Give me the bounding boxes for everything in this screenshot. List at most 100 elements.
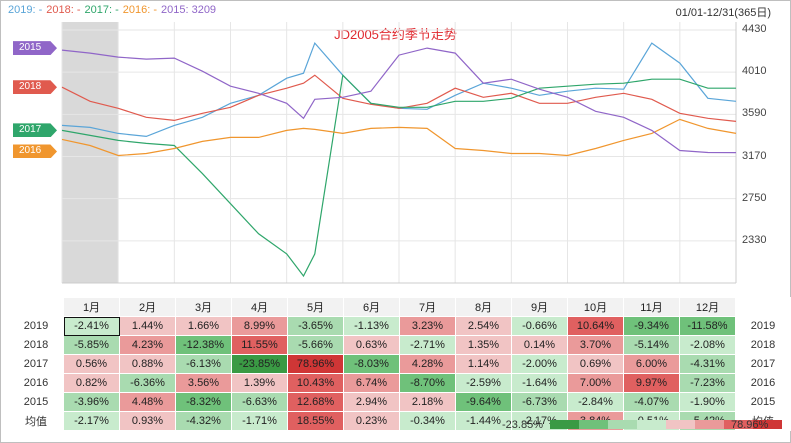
table-cell[interactable]: -6.13% [175, 354, 232, 374]
table-cell[interactable]: 2.94% [343, 392, 400, 412]
legend-item[interactable]: 2019: - [8, 4, 43, 16]
table-cell[interactable]: 10.43% [287, 373, 344, 393]
table-cell[interactable]: -2.59% [455, 373, 512, 393]
table-cell[interactable]: 8.99% [231, 316, 288, 336]
table-cell[interactable]: 6.00% [623, 354, 680, 374]
table-cell[interactable]: -6.73% [511, 392, 568, 412]
year-tag-2018: 2018 [13, 80, 57, 95]
color-scale-swatch [724, 420, 753, 429]
table-cell[interactable]: -1.13% [343, 316, 400, 336]
table-cell[interactable]: -2.17% [63, 411, 120, 431]
table-cell[interactable]: 2.54% [455, 316, 512, 336]
table-cell[interactable]: -0.34% [399, 411, 456, 431]
table-cell[interactable]: -0.66% [511, 316, 568, 336]
date-range-label: 01/01-12/31(365日) [675, 7, 771, 19]
table-cell[interactable]: -2.00% [511, 354, 568, 374]
year-tag-2017: 2017 [13, 123, 57, 138]
table-cell[interactable]: 0.56% [63, 354, 120, 374]
table-cell[interactable]: -4.07% [623, 392, 680, 412]
month-header: 6月 [343, 297, 400, 317]
row-label: 2019 [8, 316, 64, 336]
table-cell[interactable]: 1.39% [231, 373, 288, 393]
table-cell[interactable]: 12.68% [287, 392, 344, 412]
table-cell[interactable]: -6.63% [231, 392, 288, 412]
color-scale-swatch [550, 420, 579, 429]
table-cell[interactable]: -2.84% [567, 392, 624, 412]
table-cell[interactable]: -1.71% [231, 411, 288, 431]
row-label: 2018 [8, 335, 64, 355]
month-header: 1月 [63, 297, 120, 317]
table-cell[interactable]: 4.28% [399, 354, 456, 374]
series-line-2017 [61, 73, 736, 278]
table-cell[interactable]: -7.23% [679, 373, 736, 393]
table-cell[interactable]: -1.64% [511, 373, 568, 393]
table-cell[interactable]: -4.32% [175, 411, 232, 431]
table-cell[interactable]: -23.85% [231, 354, 288, 374]
table-cell[interactable]: -1.90% [679, 392, 736, 412]
y-tick-label: 3170 [742, 149, 767, 162]
table-cell[interactable]: 11.55% [231, 335, 288, 355]
table-cell[interactable]: 1.35% [455, 335, 512, 355]
table-cell[interactable]: 18.55% [287, 411, 344, 431]
table-cell[interactable]: -2.71% [399, 335, 456, 355]
table-cell[interactable]: -3.96% [63, 392, 120, 412]
table-cell[interactable]: -4.31% [679, 354, 736, 374]
table-cell[interactable]: 4.23% [119, 335, 176, 355]
table-cell[interactable]: 0.93% [119, 411, 176, 431]
table-cell[interactable]: 0.88% [119, 354, 176, 374]
table-cell[interactable]: 7.00% [567, 373, 624, 393]
row-label: 均值 [8, 411, 64, 431]
row-label-right: 2018 [735, 335, 791, 355]
table-cell[interactable]: -8.32% [175, 392, 232, 412]
month-header: 2月 [119, 297, 176, 317]
table-cell[interactable]: 10.64% [567, 316, 624, 336]
table-cell[interactable]: -8.03% [343, 354, 400, 374]
table-cell[interactable]: 0.23% [343, 411, 400, 431]
table-cell[interactable]: 0.63% [343, 335, 400, 355]
table-cell[interactable]: 0.82% [63, 373, 120, 393]
table-cell[interactable]: 1.14% [455, 354, 512, 374]
table-cell[interactable]: -5.85% [63, 335, 120, 355]
table-cell[interactable]: -9.34% [623, 316, 680, 336]
table-cell[interactable]: 0.69% [567, 354, 624, 374]
table-cell[interactable]: -11.58% [679, 316, 736, 336]
table-cell[interactable]: 3.23% [399, 316, 456, 336]
table-cell[interactable]: -5.14% [623, 335, 680, 355]
color-scale-swatch [695, 420, 724, 429]
table-cell[interactable]: 0.14% [511, 335, 568, 355]
table-cell[interactable]: -2.41% [63, 316, 120, 336]
table-cell[interactable]: 3.56% [175, 373, 232, 393]
month-header: 11月 [623, 297, 680, 317]
legend-item[interactable]: 2016: - [122, 4, 157, 16]
legend-item[interactable]: 2018: - [46, 4, 81, 16]
table-cell[interactable]: -8.70% [399, 373, 456, 393]
series-line-2016 [61, 118, 737, 157]
chart-title: JD2005合约季节走势 [334, 27, 457, 42]
table-cell[interactable]: -3.65% [287, 316, 344, 336]
table-cell[interactable]: 4.48% [119, 392, 176, 412]
table-cell[interactable]: 9.97% [623, 373, 680, 393]
table-cell[interactable]: 2.18% [399, 392, 456, 412]
table-cell[interactable]: -12.38% [175, 335, 232, 355]
y-tick-label: 3590 [742, 107, 767, 120]
table-cell[interactable]: -5.66% [287, 335, 344, 355]
legend: 2019: -2018: -2017: -2016: - 2015: 3209 [8, 4, 220, 16]
table-cell[interactable]: 3.70% [567, 335, 624, 355]
table-cell[interactable]: -6.36% [119, 373, 176, 393]
table-cell[interactable]: -2.08% [679, 335, 736, 355]
month-header: 8月 [455, 297, 512, 317]
table-cell[interactable]: 1.66% [175, 316, 232, 336]
series-line-2015 [61, 47, 737, 154]
table-cell[interactable]: -9.64% [455, 392, 512, 412]
y-tick-label: 2750 [742, 191, 767, 204]
row-label: 2016 [8, 373, 64, 393]
legend-item[interactable]: 2015: 3209 [161, 4, 217, 16]
color-scale-swatch [753, 420, 782, 429]
table-cell[interactable]: -1.44% [455, 411, 512, 431]
y-tick-label: 4010 [742, 65, 767, 78]
table-cell[interactable]: 1.44% [119, 316, 176, 336]
table-cell[interactable]: 78.96% [287, 354, 344, 374]
legend-item[interactable]: 2017: - [84, 4, 119, 16]
month-header: 3月 [175, 297, 232, 317]
table-cell[interactable]: 6.74% [343, 373, 400, 393]
